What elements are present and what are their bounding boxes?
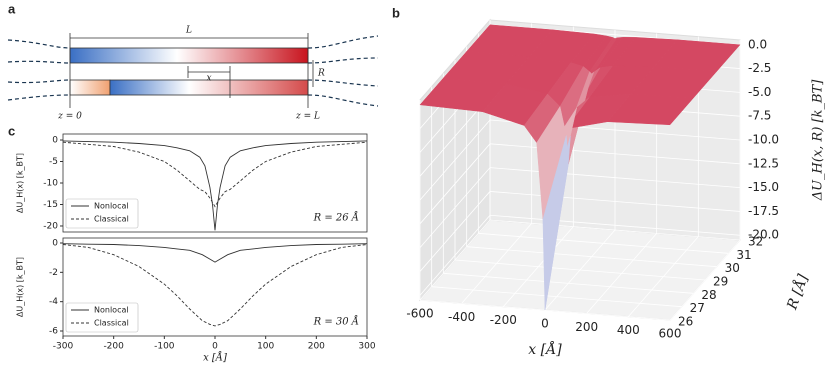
x-tick-label: 400 [617, 323, 640, 337]
y-tick-label: -15 [43, 200, 58, 210]
x-tick-label: 0 [541, 317, 549, 331]
annotation: R = 30 Å [313, 316, 359, 328]
y-tick-label: 26 [678, 315, 693, 329]
series-line [62, 244, 368, 327]
z-tick-label: -17.5 [748, 204, 779, 218]
diagram-label: x [206, 74, 211, 84]
x-tick-label: 600 [659, 327, 682, 341]
z-tick-label: -20.0 [748, 228, 779, 242]
z-tick-label: -5.0 [748, 85, 771, 99]
y-tick-label: -10 [43, 179, 58, 189]
series-line [62, 141, 368, 208]
grid-line [419, 167, 491, 248]
grid-line [419, 143, 491, 225]
x-tick-label: -300 [53, 342, 74, 352]
z-tick-label: -10.0 [748, 133, 779, 147]
series-line [62, 140, 368, 231]
z-tick-label: -7.5 [748, 109, 771, 123]
y-tick-label: 0 [52, 238, 58, 248]
grid-line [489, 191, 741, 212]
x-tick-label: 100 [257, 342, 274, 352]
y-tick-label: 32 [748, 235, 763, 249]
z-tick-label: -2.5 [748, 61, 771, 75]
panel-label: a [8, 1, 16, 16]
grid-line [454, 259, 706, 281]
x-axis-label: x [Å] [528, 340, 562, 358]
grid-line [443, 272, 694, 294]
x-tick-label: 200 [308, 342, 325, 352]
annotation: R = 26 Å [313, 212, 359, 224]
diagram-label: R [317, 69, 325, 79]
diagram-label: L [185, 26, 192, 36]
y-tick-label: -2 [49, 268, 58, 278]
diagram [7, 35, 379, 107]
x-tick-label: -200 [490, 313, 517, 327]
panel-label: c [8, 123, 15, 138]
grid-line [419, 214, 491, 296]
grid-line [489, 219, 741, 241]
z-tick-label: -12.5 [748, 156, 779, 170]
grid-line [489, 214, 741, 236]
x-tick-label: 0 [212, 342, 218, 352]
x-tick-label: 200 [575, 320, 598, 334]
y-tick-label: 29 [713, 275, 728, 289]
y-tick-label: -6 [49, 327, 58, 337]
y-axis-label: ΔU_H(x) [k_BT] [16, 257, 25, 317]
legend-frame [65, 302, 139, 333]
x-tick-label: -400 [448, 310, 475, 324]
series-line [62, 243, 368, 263]
surface-patch [544, 135, 571, 311]
z-tick-label: 0.0 [748, 37, 767, 51]
y-axis-label: R [Å] [782, 271, 812, 312]
y-tick-label: -20 [43, 221, 58, 231]
grid-line [478, 232, 729, 254]
pores [69, 33, 314, 108]
grid-line [489, 167, 741, 189]
y-tick-label: 0 [52, 136, 58, 146]
y-tick-label: 28 [701, 288, 716, 302]
diagram-label: z = L [295, 112, 320, 122]
y-tick-label: 27 [690, 301, 705, 315]
panel-label: b [392, 5, 400, 20]
x-tick-label: -100 [154, 342, 175, 352]
grid-line [466, 246, 717, 268]
grid-line [489, 143, 741, 165]
grid-line [431, 286, 682, 308]
x-tick-label: 300 [358, 342, 375, 352]
legend-label: Nonlocal [94, 202, 129, 211]
grid-line [419, 119, 491, 201]
x-tick-label: -200 [103, 342, 124, 352]
legend-label: Nonlocal [94, 306, 129, 315]
diagram-label: z = 0 [57, 112, 82, 122]
legend-label: Classical [94, 319, 129, 328]
x-tick-label: -600 [406, 307, 433, 321]
z-tick-label: -15.0 [748, 180, 779, 194]
y-tick-label: -4 [49, 297, 58, 307]
z-axis-label: ΔU_H(x, R) [k_BT] [811, 79, 826, 202]
y-axis-label: ΔU_H(x) [k_BT] [16, 153, 25, 213]
legend-label: Classical [94, 215, 129, 224]
y-tick-label: -5 [49, 157, 58, 167]
y-tick-label: 30 [725, 261, 740, 275]
legend-frame [65, 198, 139, 229]
grid-line [419, 191, 491, 272]
y-tick-label: 31 [736, 248, 751, 262]
x-axis-label: x [Å] [203, 352, 227, 364]
